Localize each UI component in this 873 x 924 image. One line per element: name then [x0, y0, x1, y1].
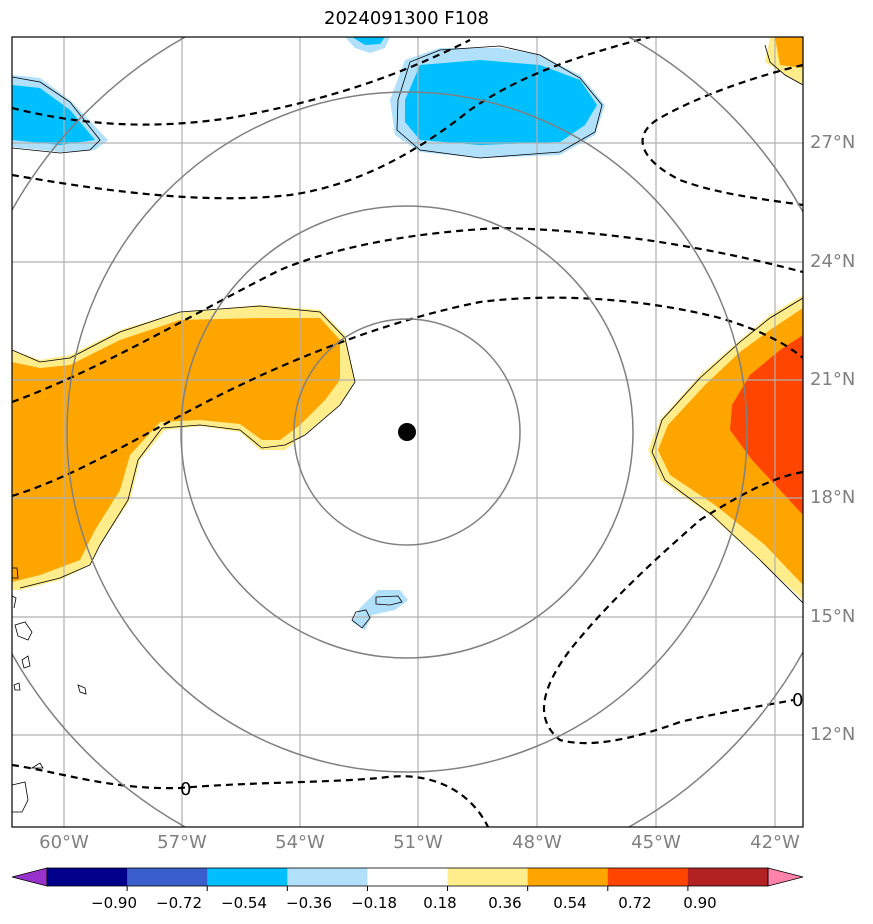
lon-label: 54°W: [275, 832, 325, 853]
colorbar-segment: [687, 868, 769, 886]
contour-label-zero: 0: [792, 690, 803, 711]
colorbar-tick-label: 0.36: [488, 894, 522, 912]
colorbar-tick-label: −0.18: [351, 894, 397, 912]
colorbar-tick-label: 0.18: [423, 894, 457, 912]
colorbar-frame: [46, 867, 769, 887]
contour-label-zero: 0: [180, 779, 191, 800]
lat-label: 21°N: [810, 369, 856, 390]
storm-center-marker: [398, 423, 416, 441]
lon-label: 42°W: [750, 832, 800, 853]
colorbar-tick-label: −0.36: [286, 894, 332, 912]
colorbar-tick-label: −0.90: [91, 894, 137, 912]
lon-label: 48°W: [512, 832, 562, 853]
distance-rings: [12, 37, 803, 827]
colorbar-segment: [47, 868, 128, 886]
colorbar-tick-label: −0.54: [221, 894, 267, 912]
map-frame: [11, 36, 804, 828]
lat-label: 18°N: [810, 487, 856, 508]
map-title: 2024091300 F108: [324, 8, 489, 29]
map-plot: 0 0: [11, 36, 804, 828]
colorbar-extend-low: [11, 867, 48, 887]
colorbar: [11, 867, 804, 891]
colorbar-tick-label: 0.72: [618, 894, 652, 912]
colorbar-segment: [127, 868, 208, 886]
lat-label: 24°N: [810, 251, 856, 272]
colorbar-tick-label: 0.54: [553, 894, 587, 912]
colorbar-tick-label: 0.90: [683, 894, 717, 912]
dashed-contours: [12, 37, 803, 827]
lon-label: 51°W: [393, 832, 443, 853]
outline-contours: [12, 44, 803, 813]
colorbar-segment: [207, 868, 288, 886]
lon-label: 60°W: [39, 832, 89, 853]
colorbar-extend-high: [767, 867, 804, 887]
lon-label: 57°W: [157, 832, 207, 853]
lon-label: 45°W: [631, 832, 681, 853]
colorbar-segment: [287, 868, 368, 886]
colorbar-segment: [447, 868, 529, 886]
colorbar-segment: [367, 868, 449, 886]
lat-label: 12°N: [810, 724, 856, 745]
colorbar-segment: [527, 868, 609, 886]
lat-label: 15°N: [810, 606, 856, 627]
colorbar-tick-label: −0.72: [156, 894, 202, 912]
lat-label: 27°N: [810, 132, 856, 153]
colorbar-segment: [607, 868, 689, 886]
